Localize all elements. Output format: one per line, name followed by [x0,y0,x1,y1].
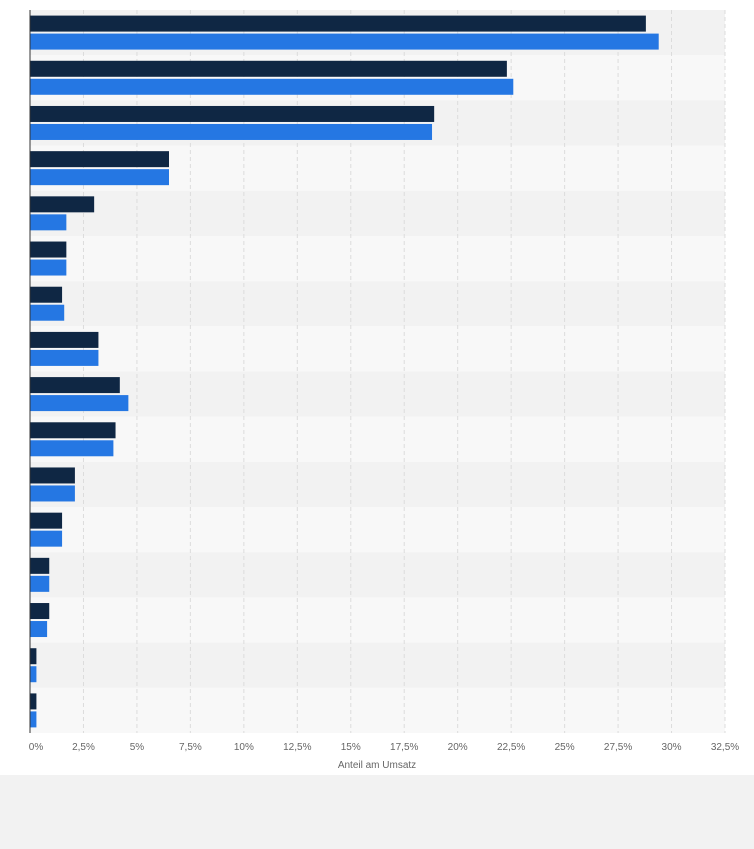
bar-series-1 [30,196,95,213]
bar-series-2 [30,78,514,95]
row-band [30,371,725,417]
bar-series-2 [30,169,169,186]
bar-series-2 [30,33,659,50]
x-axis: 0% 2,5% 5% 7,5% 10% 12,5% 15% 17,5% 20% 22,5% 25% 2… [29,10,739,753]
row-band [30,326,725,372]
bar-series-2 [30,214,67,231]
x-tick-label: 17,5% [390,742,418,753]
x-tick-label: 20% [448,742,468,753]
x-tick-label: 25% [555,742,575,753]
bar-series-2 [30,123,433,140]
bar-series-1 [30,467,75,484]
bar-series-2 [30,395,129,412]
row-band [30,416,725,462]
x-tick-label: 7,5% [179,742,202,753]
bar-series-1 [30,377,120,394]
bar-series-2 [30,304,65,321]
bar-series-2 [30,349,99,366]
bar-series-1 [30,15,646,32]
bar-series-1 [30,60,507,77]
x-tick-label: 32,5% [711,742,739,753]
bar-series-1 [30,151,169,168]
row-band [30,461,725,508]
bar-series-2 [30,621,48,638]
row-band [30,281,725,327]
row-band [30,597,725,643]
row-band [30,190,725,236]
x-axis-title: Anteil am Umsatz [338,760,416,771]
x-tick-label: 0% [29,742,44,753]
bar-series-1 [30,241,67,258]
x-tick-label: 2,5% [72,742,95,753]
bar-chart: 0% 2,5% 5% 7,5% 10% 12,5% 15% 17,5% 20% 22,5% 25% 2… [29,10,739,771]
bar-series-1 [30,512,63,529]
x-tick-label: 12,5% [283,742,311,753]
x-tick-label: 27,5% [604,742,632,753]
bar-series-1 [30,557,50,574]
bar-series-1 [30,648,37,665]
x-tick-label: 5% [130,742,145,753]
bar-series-1 [30,693,37,710]
bar-series-1 [30,286,63,303]
row-band [30,507,725,553]
x-tick-label: 15% [341,742,361,753]
row-band [30,642,725,688]
bar-series-2 [30,440,114,457]
x-tick-label: 30% [662,742,682,753]
bar-series-1 [30,331,99,348]
x-tick-label: 22,5% [497,742,525,753]
x-tick-label: 10% [234,742,254,753]
bar-series-2 [30,530,63,547]
row-bands [30,10,725,733]
bars [30,15,659,728]
row-band [30,235,725,282]
bar-series-1 [30,105,435,122]
bar-series-2 [30,666,37,683]
bar-series-2 [30,259,67,276]
row-band [30,687,725,733]
bar-series-2 [30,485,75,502]
bar-series-2 [30,711,37,728]
bar-series-2 [30,575,50,592]
bar-series-1 [30,422,116,439]
row-band [30,552,725,598]
bar-series-1 [30,603,50,620]
footer-band [0,775,754,849]
